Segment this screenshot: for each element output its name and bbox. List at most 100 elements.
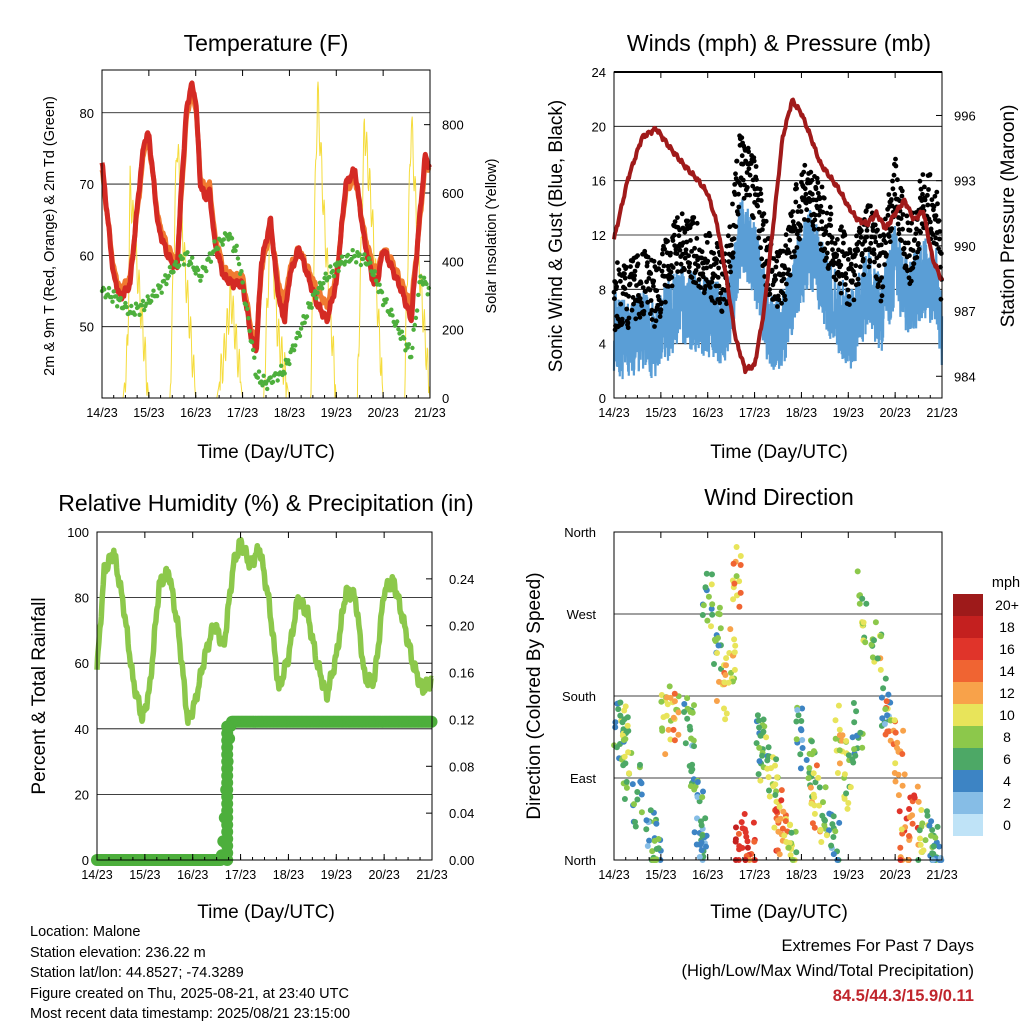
temperature-y2tick-label: 200 — [442, 323, 464, 338]
gust-point — [828, 223, 834, 229]
gust-point — [872, 235, 878, 240]
colorbar-label: 18 — [999, 619, 1015, 635]
gust-point — [816, 226, 822, 232]
gust-point — [714, 257, 720, 263]
gust-point — [657, 260, 663, 266]
direction-point — [773, 798, 780, 805]
gust-point — [925, 192, 930, 198]
gust-point — [757, 186, 763, 192]
direction-ytick-label: West — [567, 607, 597, 622]
dewpoint-point — [195, 267, 201, 273]
gust-point — [816, 212, 822, 218]
gust-point — [688, 238, 693, 243]
direction-point — [703, 570, 710, 577]
wind-speed-line — [612, 198, 944, 380]
gust-point — [672, 219, 678, 225]
gust-point — [758, 198, 764, 203]
dewpoint-point — [411, 327, 416, 332]
dewpoint-point — [109, 294, 114, 300]
direction-point — [832, 828, 839, 835]
direction-xtick-label: 14/23 — [598, 868, 629, 882]
gust-point — [782, 265, 788, 271]
temperature-y2tick-label: 400 — [442, 254, 464, 269]
gust-point — [920, 172, 926, 178]
direction-point — [631, 801, 637, 808]
gust-point — [649, 317, 655, 322]
gust-point — [654, 288, 660, 294]
direction-point — [917, 835, 923, 842]
direction-point — [723, 710, 730, 717]
gust-point — [793, 182, 799, 187]
gust-point — [904, 213, 910, 219]
direction-point — [727, 626, 734, 633]
gust-point — [851, 297, 857, 303]
direction-point — [623, 784, 630, 791]
dewpoint-point — [302, 320, 307, 325]
dewpoint-point — [204, 268, 209, 274]
gust-point — [883, 240, 889, 246]
direction-xtick-label: 19/23 — [833, 868, 864, 882]
gust-point — [808, 169, 814, 175]
direction-point — [826, 827, 832, 834]
gust-point — [905, 220, 911, 226]
gust-point — [802, 186, 808, 192]
gust-point — [886, 192, 892, 197]
direction-point — [881, 721, 888, 727]
colorbar-swatch — [953, 726, 983, 748]
gust-point — [646, 276, 652, 281]
direction-point — [930, 843, 937, 850]
temperature-xtick-label: 19/23 — [321, 406, 352, 420]
temperature-xtick-label: 20/23 — [368, 406, 399, 420]
dewpoint-point — [233, 248, 238, 253]
gust-point — [620, 320, 625, 326]
colorbar-swatch — [953, 660, 983, 682]
gust-point — [738, 182, 744, 188]
direction-point — [795, 712, 802, 719]
gust-point — [862, 238, 868, 244]
dewpoint-point — [243, 302, 249, 307]
direction-point — [786, 822, 793, 829]
gust-point — [721, 296, 727, 302]
gust-point — [757, 209, 762, 215]
direction-point — [836, 726, 843, 733]
direction-point — [821, 822, 828, 828]
direction-point — [794, 707, 801, 713]
gust-point — [934, 189, 940, 195]
direction-point — [822, 817, 828, 824]
direction-point — [776, 803, 783, 810]
dewpoint-point — [424, 281, 429, 287]
direction-point — [699, 832, 706, 839]
dewpoint-point — [252, 355, 257, 360]
direction-point — [760, 716, 767, 723]
gust-point — [736, 191, 741, 197]
winds-y2tick-label: 987 — [954, 304, 976, 319]
humidity-y2tick-label: 0.16 — [449, 666, 474, 681]
direction-point — [723, 655, 730, 662]
direction-point — [742, 829, 749, 836]
direction-point — [736, 846, 743, 853]
winds-xtick-label: 17/23 — [739, 406, 770, 420]
dewpoint-point — [171, 269, 176, 275]
humidity-ytick-label: 80 — [75, 591, 89, 606]
dewpoint-point — [166, 273, 171, 279]
direction-point — [781, 832, 788, 839]
gust-point — [661, 263, 667, 269]
direction-point — [859, 595, 866, 602]
direction-point — [647, 807, 654, 814]
direction-point — [772, 792, 779, 798]
gust-point — [887, 239, 893, 245]
gust-point — [728, 269, 733, 275]
direction-point — [892, 729, 899, 736]
gust-point — [653, 318, 659, 324]
direction-point — [895, 771, 902, 778]
gust-point — [796, 204, 802, 209]
station-elevation: Station elevation: 236.22 m — [30, 944, 206, 961]
gust-point — [912, 237, 917, 243]
gust-point — [619, 316, 625, 322]
dewpoint-point — [256, 369, 262, 374]
temperature-ylabel-right: Solar Insolation (Yellow) — [484, 158, 500, 313]
direction-point — [613, 744, 620, 751]
winds-ytick-label: 12 — [592, 228, 606, 243]
dewpoint-point — [389, 307, 394, 312]
direction-point — [624, 714, 631, 721]
